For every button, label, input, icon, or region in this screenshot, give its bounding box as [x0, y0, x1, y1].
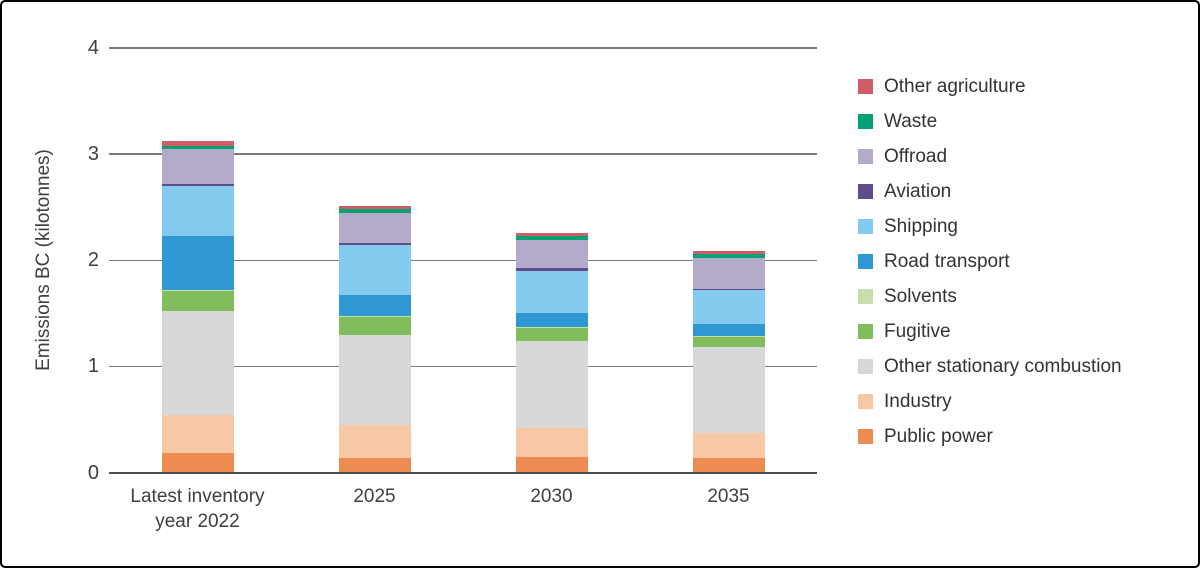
legend-item-offroad: Offroad: [858, 139, 1122, 174]
bar-segment-road-transport: [161, 236, 234, 291]
legend-swatch-icon: [858, 114, 873, 129]
x-axis-label: Latest inventory year 2022: [130, 486, 265, 532]
bar-segment-industry: [161, 415, 234, 454]
bar-segment-public-power: [161, 453, 234, 473]
legend-item-label: Shipping: [884, 215, 958, 237]
y-tick-label-3: 3: [87, 143, 99, 166]
x-axis-line: [109, 471, 817, 474]
bar-segment-waste: [338, 209, 411, 213]
legend-item-public-power: Public power: [858, 419, 1122, 454]
bar-segment-waste: [161, 145, 234, 150]
legend-swatch-icon: [858, 254, 873, 269]
gridline-y-4: [109, 47, 817, 49]
x-axis-label: 2025: [353, 486, 396, 507]
bar-segment-offroad: [161, 149, 234, 185]
bar-segment-industry: [692, 433, 765, 458]
bar-segment-other-stationary-combustion: [161, 311, 234, 416]
bar-segment-other-stationary-combustion: [692, 347, 765, 434]
legend-swatch-icon: [858, 79, 873, 94]
bar-segment-public-power: [338, 457, 411, 473]
bar-segment-public-power: [515, 456, 588, 473]
bar-segment-aviation: [161, 184, 234, 187]
legend-item-waste: Waste: [858, 104, 1122, 139]
legend-swatch-icon: [858, 429, 873, 444]
bar-segment-offroad: [338, 213, 411, 243]
legend-item-fugitive: Fugitive: [858, 314, 1122, 349]
bar-segment-aviation: [515, 268, 588, 271]
legend-item-label: Offroad: [884, 145, 948, 167]
bar-segment-other-agriculture: [515, 232, 588, 236]
x-axis-label: 2030: [530, 486, 573, 507]
bar-segment-offroad: [692, 258, 765, 289]
bar-segment-industry: [515, 427, 588, 457]
legend-item-shipping: Shipping: [858, 209, 1122, 244]
legend-item-industry: Industry: [858, 384, 1122, 419]
gridline-y-1: [109, 365, 817, 368]
bar-segment-other-agriculture: [161, 141, 234, 146]
legend-item-label: Other agriculture: [884, 75, 1026, 97]
y-axis-title: Emissions BC (kilotonnes): [33, 149, 54, 371]
bar-segment-other-agriculture: [692, 251, 765, 255]
legend-item-label: Road transport: [884, 250, 1010, 272]
x-axis-label: 2035: [707, 486, 750, 507]
bar-segment-aviation: [692, 288, 765, 291]
bar-segment-solvents: [161, 290, 234, 291]
bar-segment-industry: [338, 424, 411, 458]
legend-item-label: Industry: [884, 390, 952, 412]
legend-item-label: Aviation: [884, 180, 952, 202]
y-tick-label-4: 4: [87, 37, 99, 59]
bar-segment-solvents: [515, 326, 588, 328]
legend-swatch-icon: [858, 289, 873, 304]
legend-item-label: Other stationary combustion: [884, 355, 1122, 377]
legend-item-label: Waste: [884, 110, 938, 132]
bar-segment-shipping: [338, 244, 411, 295]
gridline-y-2: [109, 259, 817, 261]
bar-segment-road-transport: [515, 313, 588, 327]
bar-segment-public-power: [692, 457, 765, 473]
bar-segment-other-stationary-combustion: [515, 340, 588, 428]
bar-segment-waste: [692, 254, 765, 259]
legend-item-label: Solvents: [884, 285, 957, 307]
bar-segment-solvents: [338, 315, 411, 317]
bar-segment-waste: [515, 235, 588, 240]
bar-segment-fugitive: [338, 316, 411, 335]
legend-swatch-icon: [858, 394, 873, 409]
y-tick-label-2: 2: [87, 249, 99, 272]
bar-segment-shipping: [692, 290, 765, 325]
legend-swatch-icon: [858, 359, 873, 374]
bar-segment-shipping: [161, 186, 234, 237]
legend-item-label: Fugitive: [884, 320, 951, 342]
y-tick-label-0: 0: [87, 461, 99, 484]
legend-swatch-icon: [858, 149, 873, 164]
bar-segment-other-stationary-combustion: [338, 334, 411, 425]
y-tick-label-1: 1: [87, 355, 99, 378]
bar-segment-solvents: [692, 336, 765, 337]
bar-segment-offroad: [515, 239, 588, 269]
gridline-y-3: [109, 153, 817, 155]
legend-item-solvents: Solvents: [858, 279, 1122, 314]
bar-segment-road-transport: [338, 294, 411, 316]
bar-segment-road-transport: [692, 324, 765, 337]
legend-item-aviation: Aviation: [858, 174, 1122, 209]
bar-segment-shipping: [515, 270, 588, 314]
legend-item-other-agriculture: Other agriculture: [858, 69, 1122, 104]
legend-item-other-stationary-combustion: Other stationary combustion: [858, 349, 1122, 384]
legend-swatch-icon: [858, 219, 873, 234]
legend-item-label: Public power: [884, 425, 993, 447]
bar-segment-aviation: [338, 242, 411, 245]
bar-segment-other-agriculture: [338, 205, 411, 210]
bar-segment-fugitive: [515, 327, 588, 341]
legend-swatch-icon: [858, 324, 873, 339]
chart-legend: Other agriculture Waste Offroad Aviation Shi…: [858, 69, 1122, 454]
legend-swatch-icon: [858, 184, 873, 199]
bar-segment-fugitive: [692, 336, 765, 348]
bar-segment-fugitive: [161, 291, 234, 312]
legend-item-road-transport: Road transport: [858, 244, 1122, 279]
